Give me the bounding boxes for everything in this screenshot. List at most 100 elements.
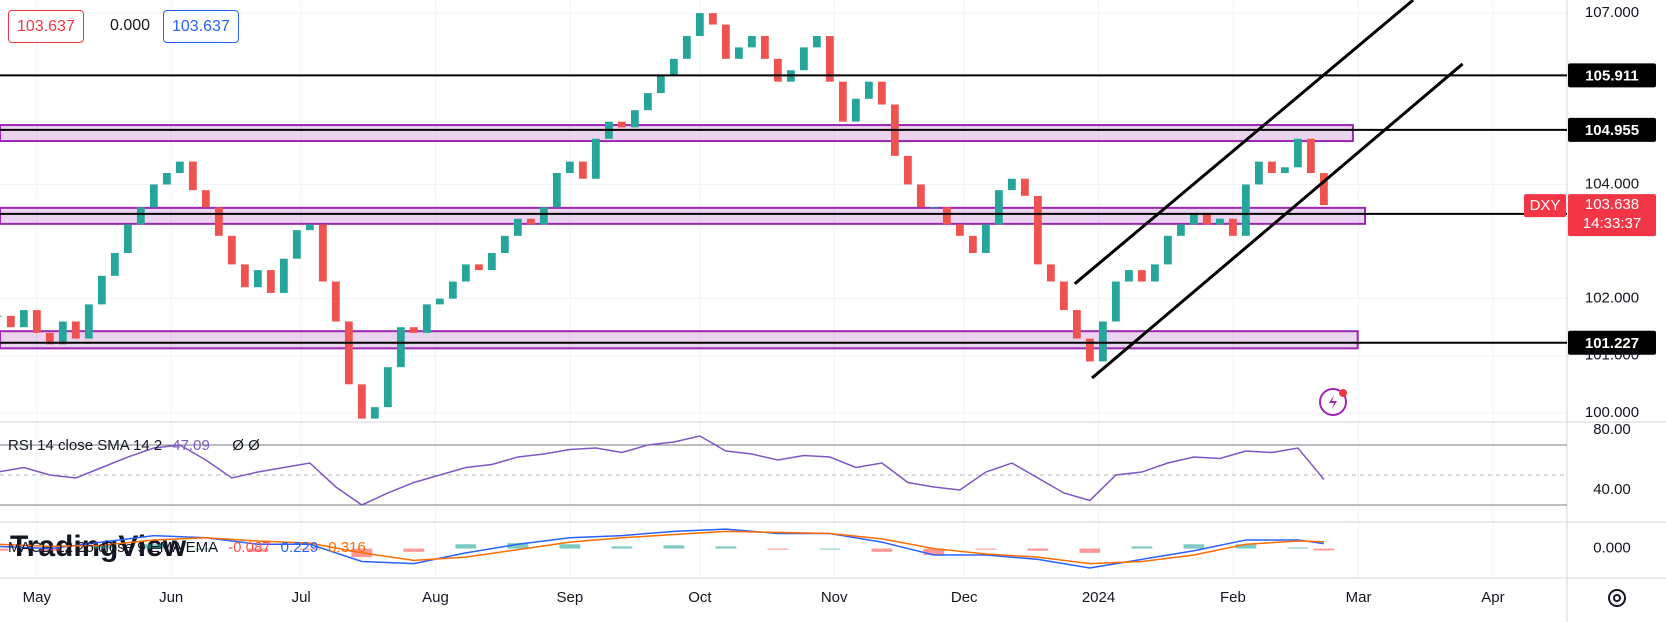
- candle: [123, 224, 132, 253]
- candle: [435, 298, 444, 305]
- candle: [84, 304, 93, 339]
- candle: [708, 13, 717, 25]
- settings-icon[interactable]: [1608, 589, 1626, 607]
- x-tick-label: 2024: [1082, 589, 1115, 606]
- histogram-bar: [1183, 544, 1205, 549]
- candle: [1163, 235, 1172, 265]
- candle: [240, 264, 249, 288]
- trend-line: [1091, 62, 1464, 380]
- candle: [110, 252, 119, 276]
- candle: [994, 190, 1003, 225]
- candle: [1267, 161, 1276, 174]
- candle: [201, 190, 210, 208]
- candle: [877, 81, 886, 105]
- x-tick-label: Nov: [821, 589, 848, 606]
- candle: [396, 327, 405, 368]
- candle: [0, 315, 2, 317]
- candle: [19, 310, 28, 328]
- histogram-bar: [195, 548, 217, 550]
- x-tick-label: Feb: [1220, 589, 1246, 606]
- candle: [331, 281, 340, 322]
- candle: [1007, 178, 1016, 191]
- histogram-bar: [143, 544, 165, 549]
- candle: [1254, 161, 1263, 185]
- candle: [6, 315, 15, 328]
- candle: [942, 207, 951, 225]
- histogram-bar: [1079, 548, 1101, 553]
- candle: [721, 24, 730, 59]
- candle: [773, 58, 782, 82]
- candle: [851, 98, 860, 122]
- candle: [487, 252, 496, 271]
- histogram-bar: [715, 546, 737, 549]
- candle: [305, 224, 314, 231]
- candle: [695, 13, 704, 36]
- candle: [617, 121, 626, 128]
- histogram-bar: [663, 545, 685, 549]
- y-tick-label: 100.000: [1585, 404, 1639, 421]
- countdown: 14:33:37: [1583, 215, 1641, 232]
- candle: [1306, 138, 1315, 174]
- candle: [279, 258, 288, 293]
- zone: [0, 124, 1354, 143]
- histogram-bar: [767, 548, 789, 550]
- x-tick-label: Apr: [1481, 589, 1504, 606]
- histogram-bar: [0, 548, 9, 551]
- candle: [747, 35, 756, 48]
- candle: [968, 235, 977, 253]
- candle: [422, 304, 431, 333]
- candle: [539, 207, 548, 225]
- candle: [812, 35, 821, 48]
- candle: [656, 75, 665, 94]
- candle: [136, 207, 145, 225]
- candle: [578, 161, 587, 179]
- x-tick-label: Oct: [688, 589, 712, 606]
- candle: [1098, 321, 1107, 362]
- candle: [188, 161, 197, 191]
- candle: [383, 367, 392, 408]
- level-label: 104.955: [1585, 122, 1639, 139]
- level-label-bg: [1568, 63, 1656, 88]
- rsi-line: [0, 435, 1325, 506]
- pane: [0, 0, 1567, 419]
- alert-icon[interactable]: [1319, 388, 1347, 416]
- candle: [1059, 281, 1068, 311]
- histogram-bar: [1313, 548, 1335, 551]
- histogram-bar: [1027, 548, 1049, 551]
- level-label-bg: [1568, 330, 1656, 355]
- level-label: 105.911: [1585, 67, 1638, 84]
- candle: [552, 173, 561, 208]
- indicator-value: 0.316: [328, 539, 366, 556]
- histogram-bar: [299, 548, 321, 550]
- candle: [630, 110, 639, 128]
- zone: [0, 330, 1359, 350]
- symbol-label: DXY: [1530, 197, 1561, 214]
- candle: [45, 332, 54, 345]
- histogram-bar: [611, 546, 633, 549]
- x-tick-label: Aug: [422, 589, 449, 606]
- indicator-value: 47.09: [172, 437, 210, 454]
- symbol-label-bg: [1524, 194, 1566, 218]
- indicator-value: 0.229: [281, 539, 319, 556]
- candle: [409, 327, 418, 333]
- y-tick-label: 104.000: [1585, 175, 1639, 192]
- x-tick-label: Jul: [292, 589, 311, 606]
- candle: [1189, 212, 1198, 225]
- price-box: 103.637: [8, 10, 84, 43]
- indicator-value: -0.087: [228, 539, 271, 556]
- histogram-bar: [403, 548, 425, 552]
- candle: [461, 264, 470, 282]
- y-tick-label: 0.000: [1593, 540, 1631, 557]
- candle: [32, 310, 41, 333]
- candle: [162, 173, 171, 185]
- x-tick-label: Jun: [159, 589, 183, 606]
- candle: [1215, 218, 1224, 225]
- candle: [1293, 138, 1302, 168]
- candle: [318, 224, 327, 282]
- histogram-bar: [39, 548, 61, 551]
- candle: [149, 184, 158, 208]
- histogram-bar: [819, 548, 841, 550]
- y-tick-label: 107.000: [1585, 4, 1639, 21]
- candle: [1085, 338, 1094, 362]
